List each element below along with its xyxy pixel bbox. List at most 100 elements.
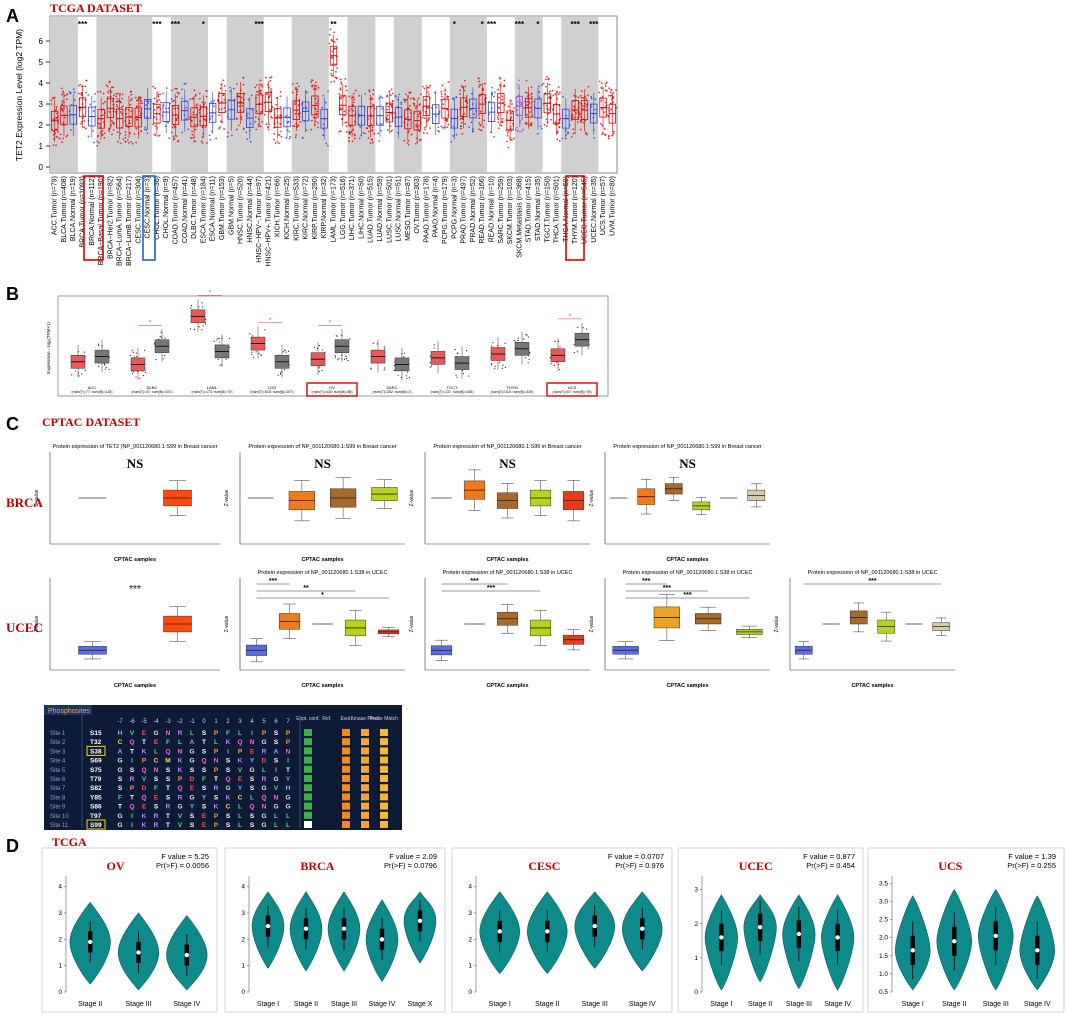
a-point	[246, 138, 249, 141]
a-point	[582, 107, 584, 110]
a-point	[322, 94, 325, 97]
a-point	[497, 118, 500, 121]
a-point	[222, 79, 225, 82]
a-point	[584, 105, 587, 108]
b-point	[433, 344, 435, 346]
a-xtick-label: BRCA−LumA.Tumor (n=564)	[117, 176, 124, 266]
phospho-indicator	[380, 738, 388, 746]
a-point	[136, 118, 139, 121]
d-ytick-label: 3	[58, 910, 62, 917]
a-point	[404, 100, 406, 103]
a-point	[226, 135, 229, 138]
phospho-indicator	[361, 747, 369, 755]
a-point	[478, 117, 481, 120]
phospho-indicator	[380, 756, 388, 764]
a-point	[600, 99, 603, 102]
a-xtick-label: HNSC−HPV−.Tumor (n=97)	[256, 176, 263, 263]
a-point	[463, 89, 466, 92]
phospho-position-label: 7	[286, 719, 290, 725]
b-point	[318, 367, 320, 369]
phospho-position-label: -7	[117, 719, 123, 725]
phospho-residue: S	[130, 767, 135, 774]
a-point	[507, 105, 510, 108]
a-point	[236, 128, 238, 131]
a-point	[196, 103, 199, 106]
b-point	[283, 369, 286, 371]
a-point	[296, 90, 299, 93]
b-point	[372, 342, 374, 344]
phospho-residue: C	[238, 794, 243, 801]
d-fvalue: F value = 0.877	[803, 852, 855, 861]
a-point	[242, 77, 245, 79]
a-point	[500, 124, 503, 127]
a-point	[574, 131, 577, 134]
a-point	[609, 91, 612, 94]
a-point	[240, 118, 243, 120]
d-ytick-label: 3.5	[879, 880, 888, 887]
a-point	[124, 131, 127, 133]
b-highlight-box	[546, 382, 598, 397]
a-point	[554, 93, 557, 96]
panel-a-axis: 0 1 2 3 4 5 6	[39, 37, 50, 172]
phospho-residue: P	[286, 739, 291, 746]
b-point	[408, 377, 411, 379]
c-ns-label: NS	[499, 456, 516, 471]
panel-a-bands	[50, 17, 599, 172]
b-point	[321, 369, 323, 372]
phospho-position-label: 1	[214, 719, 218, 725]
phospho-residue: C	[226, 804, 231, 811]
a-point	[256, 84, 258, 86]
a-point	[503, 85, 505, 88]
phospho-position-label: -3	[165, 719, 171, 725]
a-point	[121, 112, 123, 115]
a-point	[111, 100, 114, 102]
b-point	[345, 358, 348, 360]
a-point	[108, 127, 111, 130]
b-point	[337, 359, 339, 361]
a-point	[122, 138, 125, 140]
a-point	[129, 103, 132, 106]
a-point	[157, 106, 160, 109]
phospho-residue: D	[142, 785, 147, 792]
c-zvalue-label: Z-value	[224, 489, 230, 506]
a-point	[530, 93, 532, 96]
phospho-residue: A	[274, 748, 279, 755]
a-point	[378, 140, 381, 142]
a-point	[501, 95, 504, 98]
d-fvalue: F value = 2.09	[389, 852, 437, 861]
a-xtick-label: LIHC.Normal (n=50)	[358, 176, 365, 239]
a-point	[130, 93, 133, 96]
a-point	[528, 101, 531, 104]
d-plot-title: OV	[107, 859, 125, 873]
a-point	[498, 76, 501, 79]
b-point	[501, 367, 504, 369]
a-point	[66, 93, 69, 96]
a-point	[172, 135, 175, 138]
a-xtick-label: SKCM.Metastasis (n=368)	[516, 176, 523, 258]
a-point	[336, 67, 339, 69]
a-xtick-label: BLCA.Normal (n=19)	[70, 176, 77, 241]
a-point	[53, 96, 56, 99]
phospho-residue: Q	[129, 804, 134, 811]
a-point	[603, 128, 606, 130]
a-point	[311, 119, 313, 122]
d-violin-median	[835, 935, 840, 940]
a-point	[257, 125, 260, 128]
panel-c-title: CPTAC DATASET	[42, 415, 140, 429]
a-point	[310, 128, 313, 131]
a-shade-band	[347, 17, 376, 172]
a-point	[103, 101, 106, 103]
phospho-residue: G	[249, 767, 254, 774]
phospho-site-label: Site 11	[50, 823, 69, 829]
a-point	[394, 94, 397, 97]
b-point	[313, 346, 316, 348]
a-point	[120, 106, 123, 109]
a-point	[531, 92, 533, 95]
a-point	[50, 103, 53, 105]
a-point	[516, 113, 519, 116]
a-point	[170, 98, 173, 101]
a-point	[497, 127, 500, 130]
c-zvalue-label: Z-value	[34, 615, 40, 632]
a-point	[56, 136, 59, 139]
a-point	[367, 137, 370, 139]
